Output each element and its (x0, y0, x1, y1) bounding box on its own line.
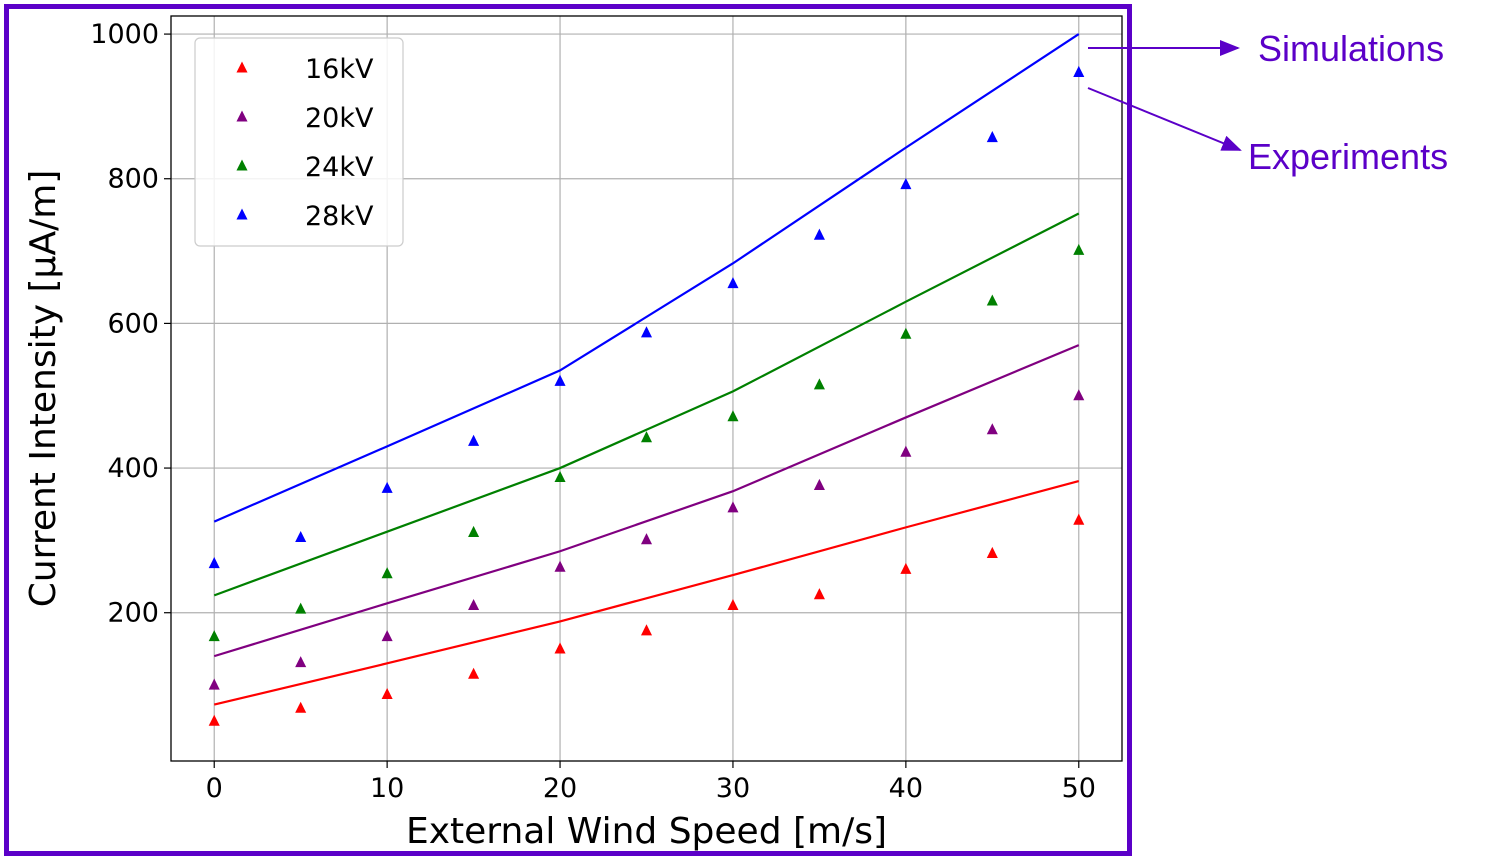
experiment-point-24kV (554, 470, 566, 483)
y-axis-label: Current Intensity [μA/m] (23, 170, 64, 608)
experiment-point-16kV (295, 701, 307, 713)
axes-frame (170, 15, 1123, 762)
simulation-line-20kV (213, 344, 1080, 658)
experiment-point-20kV (986, 423, 998, 435)
experiment-point-20kV (208, 678, 220, 690)
experiment-point-24kV (727, 410, 739, 422)
experiment-point-28kV (381, 481, 393, 493)
x-axis-label: External Wind Speed [m/s] (406, 811, 887, 851)
experiment-point-28kV (813, 228, 825, 240)
experiment-point-20kV (1073, 389, 1085, 401)
figure-frame: 0 10 20 30 40 50 200 400 600 800 1000 16kV 20kV 24k… (4, 4, 1132, 856)
legend-marker-20kV (236, 110, 248, 122)
experiments-annotation: Experiments (1248, 136, 1449, 177)
experiment-point-24kV (295, 602, 307, 614)
experiment-point-24kV (381, 567, 393, 579)
experiment-point-16kV (986, 546, 998, 558)
experiment-point-20kV (295, 656, 307, 668)
experiment-point-16kV (1073, 513, 1085, 525)
experiment-point-24kV (813, 378, 825, 390)
experiment-point-24kV (640, 431, 653, 443)
experiment-point-24kV (900, 327, 912, 339)
experiment-point-24kV (208, 630, 220, 642)
experiment-point-24kV (468, 525, 480, 537)
experiment-point-28kV (554, 374, 566, 386)
experiment-point-28kV (727, 277, 739, 289)
y-tick-label: 200 (107, 598, 159, 629)
y-tick-label: 1000 (90, 19, 159, 50)
x-tick-label: 40 (889, 773, 923, 804)
x-tick-label: 30 (716, 773, 750, 804)
experiment-point-24kV (1073, 243, 1085, 255)
simulation-line-16kV (213, 480, 1080, 706)
experiment-point-28kV (468, 434, 480, 446)
experiment-point-16kV (727, 598, 739, 611)
legend-box (194, 37, 404, 247)
experiment-point-28kV (986, 131, 998, 143)
experiment-point-16kV (900, 562, 912, 574)
experiment-point-20kV (900, 445, 912, 457)
experiment-point-16kV (813, 588, 825, 600)
y-tick-label: 400 (107, 453, 159, 484)
x-tick-label: 50 (1062, 773, 1096, 804)
legend-marker-24kV (236, 159, 248, 171)
experiment-point-28kV (295, 531, 307, 543)
legend: 16kV 20kV 24kV 28kV (194, 37, 404, 247)
experiment-point-20kV (813, 478, 825, 490)
legend-label: 28kV (305, 201, 374, 232)
experiment-point-28kV (1073, 65, 1085, 77)
experiment-point-28kV (900, 178, 912, 190)
simulation-line-24kV (213, 212, 1080, 597)
experiment-point-16kV (640, 624, 653, 636)
experiment-point-20kV (727, 501, 739, 513)
legend-label: 20kV (305, 103, 374, 134)
x-tick-label: 0 (206, 773, 223, 804)
legend-label: 24kV (305, 152, 374, 183)
x-tick-label: 20 (543, 773, 577, 804)
y-tick-label: 600 (107, 308, 159, 339)
legend-marker-28kV (236, 208, 248, 220)
experiment-point-16kV (468, 667, 480, 679)
x-axis-ticks: 0 10 20 30 40 50 (206, 761, 1096, 804)
experiment-point-20kV (468, 598, 480, 611)
simulation-line-28kV (213, 33, 1080, 523)
experiment-point-20kV (640, 533, 653, 545)
simulations-annotation: Simulations (1258, 28, 1445, 69)
experiment-point-20kV (554, 560, 566, 572)
experiment-point-20kV (381, 630, 393, 642)
legend-label: 16kV (305, 54, 374, 85)
experiment-point-28kV (640, 326, 653, 338)
y-axis-ticks: 200 400 600 800 1000 (90, 19, 171, 629)
experiment-point-16kV (554, 642, 566, 654)
experiment-point-24kV (986, 294, 998, 306)
experiment-point-16kV (381, 687, 393, 700)
experiment-point-16kV (208, 714, 220, 726)
experiment-point-28kV (208, 557, 220, 569)
y-tick-label: 800 (107, 164, 159, 195)
plot-area (170, 15, 1123, 762)
chart: 0 10 20 30 40 50 200 400 600 800 1000 16kV 20kV 24k… (23, 15, 1123, 851)
legend-marker-16kV (236, 61, 248, 73)
x-tick-label: 10 (370, 773, 404, 804)
